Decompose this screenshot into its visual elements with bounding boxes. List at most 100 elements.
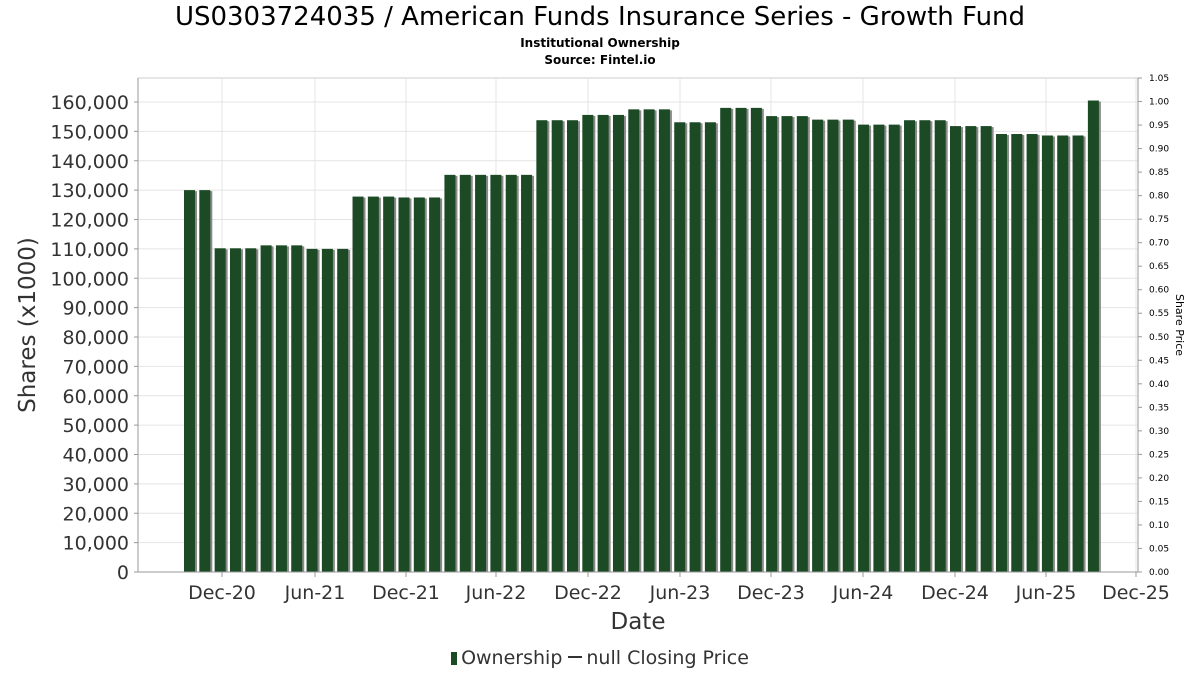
price-legend-line — [568, 656, 583, 658]
ownership-legend-swatch — [451, 652, 458, 665]
y2-tick-label: 0.45 — [1149, 356, 1169, 366]
y-tick-label: 150,000 — [50, 121, 129, 143]
ownership-bar — [383, 196, 395, 572]
ownership-bar — [1041, 135, 1053, 573]
ownership-bar — [1072, 135, 1084, 573]
ownership-bar — [980, 126, 992, 573]
ownership-bar — [812, 119, 824, 572]
ownership-legend-label: Ownership — [461, 647, 563, 669]
chart-subtitle: Institutional Ownership — [520, 36, 680, 50]
ownership-bar — [1011, 134, 1023, 573]
ownership-bar — [536, 120, 548, 573]
y2-tick-label: 0.50 — [1149, 333, 1169, 343]
ownership-bar — [658, 109, 670, 572]
ownership-bar — [873, 124, 885, 573]
y2-tick-label: 0.00 — [1149, 568, 1169, 578]
y-tick-label: 130,000 — [50, 180, 129, 202]
y2-tick-label: 0.70 — [1149, 239, 1169, 249]
y-tick-label: 20,000 — [63, 503, 129, 525]
y-axis-title: Shares (x1000) — [15, 237, 41, 413]
ownership-bar — [950, 126, 961, 573]
ownership-bar — [306, 248, 318, 572]
ownership-bar — [567, 120, 578, 573]
ownership-bar — [689, 122, 701, 573]
x-tick-label: Dec-25 — [1102, 582, 1170, 604]
x-tick-label: Jun-24 — [832, 582, 894, 604]
ownership-bar — [413, 197, 425, 572]
ownership-bar — [337, 248, 349, 572]
ownership-bar — [643, 109, 655, 572]
y-tick-label: 120,000 — [50, 210, 129, 232]
ownership-bar — [995, 134, 1007, 573]
ownership-bar — [352, 196, 364, 572]
y2-tick-label: 0.05 — [1149, 544, 1169, 554]
y-tick-label: 0 — [117, 562, 129, 584]
x-tick-label: Jun-21 — [284, 582, 346, 604]
ownership-bar — [505, 174, 517, 572]
chart-title: US0303724035 / American Funds Insurance … — [174, 2, 1026, 32]
ownership-bar — [229, 248, 241, 572]
legend: Ownership null Closing Price — [0, 647, 1200, 669]
x-tick-label: Jun-23 — [649, 582, 711, 604]
ownership-bar — [521, 174, 533, 572]
ownership-bar — [459, 174, 471, 572]
y-tick-label: 80,000 — [63, 327, 129, 349]
y2-tick-label: 0.30 — [1149, 427, 1169, 437]
y-tick-label: 10,000 — [63, 533, 129, 555]
ownership-bar — [766, 116, 778, 572]
ownership-bar — [750, 107, 762, 572]
ownership-bar — [796, 116, 808, 572]
x-tick-label: Dec-21 — [372, 582, 440, 604]
ownership-bar — [291, 245, 303, 572]
y2-axis-title: Share Price — [1173, 294, 1186, 356]
ownership-bar — [919, 120, 931, 573]
y2-tick-label: 0.20 — [1149, 474, 1169, 484]
y2-tick-label: 0.90 — [1149, 145, 1169, 155]
ownership-bar — [214, 248, 226, 572]
ownership-bar — [628, 109, 640, 572]
y-tick-label: 30,000 — [63, 474, 129, 496]
y2-tick-label: 0.25 — [1149, 450, 1169, 460]
y2-tick-label: 0.35 — [1149, 403, 1169, 413]
y2-tick-label: 0.75 — [1149, 215, 1169, 225]
ownership-bar — [429, 197, 441, 572]
ownership-bar — [965, 126, 977, 573]
ownership-bar — [199, 190, 211, 572]
ownership-bar — [245, 248, 257, 572]
ownership-bar — [842, 119, 854, 572]
ownership-bar — [321, 248, 333, 572]
ownership-bar — [597, 114, 609, 573]
y2-tick-label: 0.60 — [1149, 286, 1169, 296]
ownership-bar — [551, 120, 563, 573]
ownership-bar — [184, 190, 195, 572]
ownership-bar — [781, 116, 793, 572]
ownership-bar — [934, 120, 946, 573]
y2-tick-label: 0.80 — [1149, 192, 1169, 202]
y-tick-label: 90,000 — [63, 298, 129, 320]
ownership-bar — [735, 107, 747, 572]
y2-tick-label: 0.65 — [1149, 262, 1169, 272]
x-tick-label: Dec-22 — [554, 582, 622, 604]
y-tick-label: 100,000 — [50, 268, 129, 290]
ownership-bar — [612, 114, 624, 573]
y-tick-label: 70,000 — [63, 356, 129, 378]
y-tick-label: 160,000 — [50, 92, 129, 114]
ownership-bar — [704, 122, 716, 573]
price-legend-label: null Closing Price — [586, 647, 749, 669]
ownership-bar — [1057, 135, 1069, 573]
y2-tick-label: 0.10 — [1149, 521, 1169, 531]
y-tick-label: 140,000 — [50, 151, 129, 173]
x-tick-label: Dec-20 — [188, 582, 256, 604]
x-tick-label: Jun-25 — [1015, 582, 1077, 604]
x-axis-title: Date — [611, 609, 666, 635]
ownership-bar — [490, 174, 502, 572]
y2-tick-label: 0.40 — [1149, 380, 1169, 390]
y2-tick-label: 0.85 — [1149, 168, 1169, 178]
ownership-bar — [1087, 100, 1099, 572]
ownership-bar — [260, 245, 272, 572]
y-tick-label: 40,000 — [63, 445, 129, 467]
ownership-bar — [367, 196, 379, 572]
ownership-bar — [398, 197, 410, 572]
y2-tick-label: 0.95 — [1149, 121, 1169, 131]
